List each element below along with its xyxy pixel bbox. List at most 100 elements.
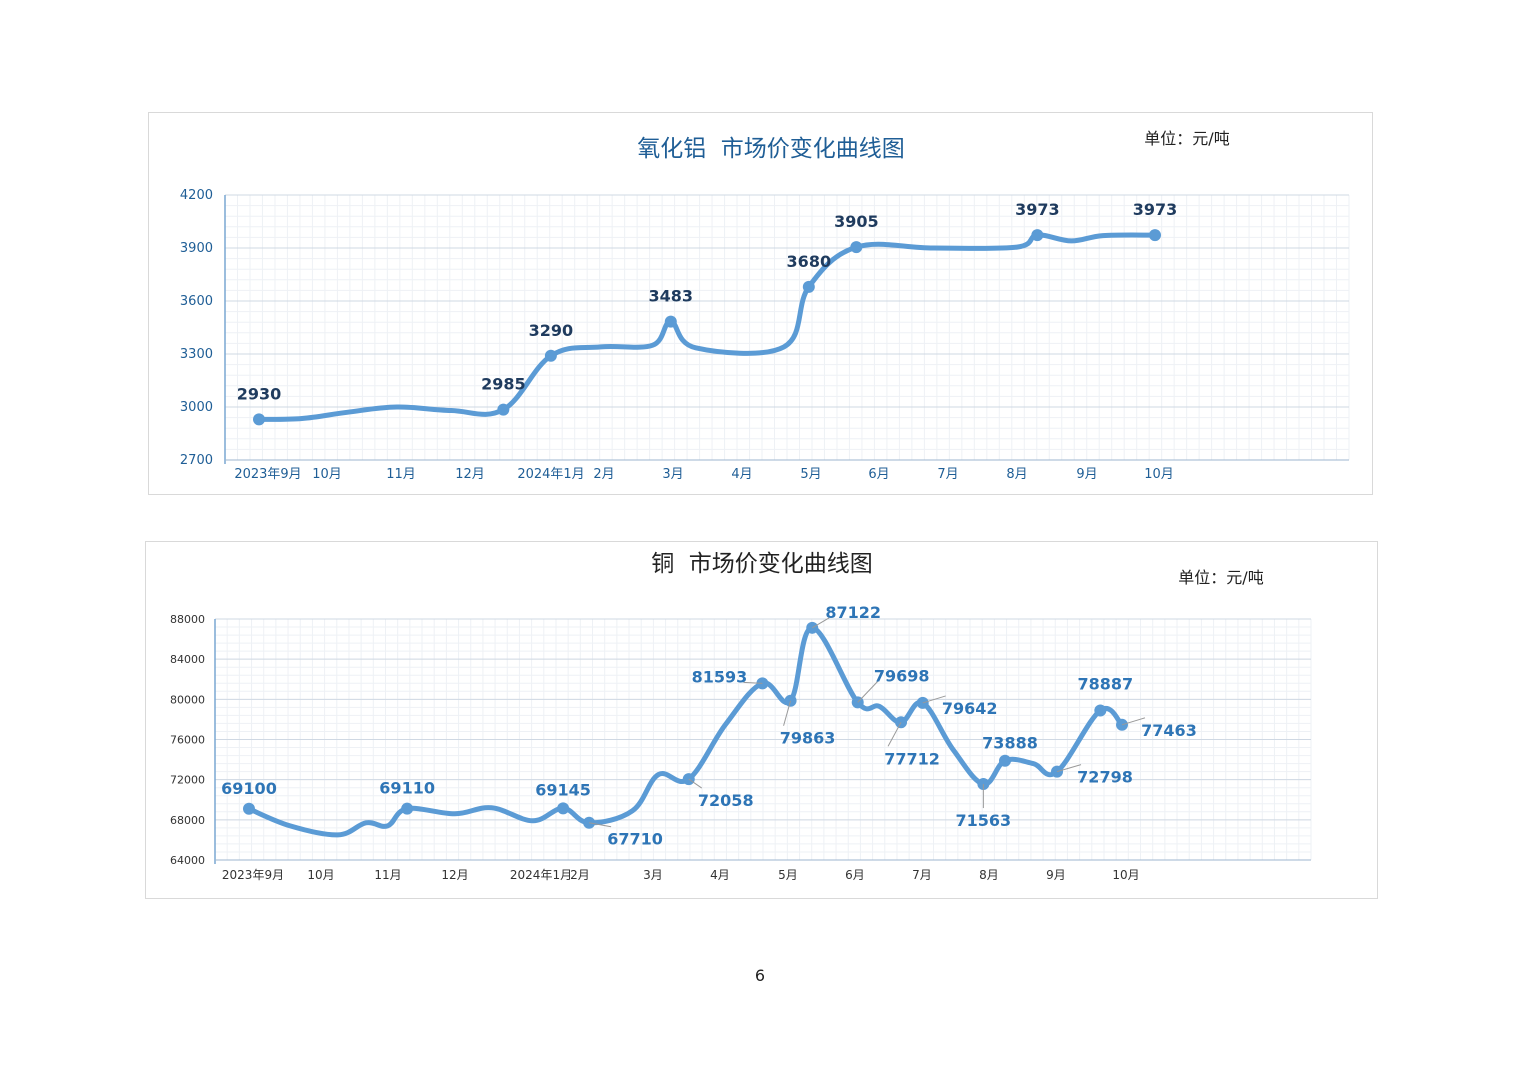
leader-line — [1056, 764, 1082, 773]
data-point — [544, 349, 557, 362]
data-label: 79698 — [874, 666, 930, 685]
data-label: 73888 — [982, 734, 1038, 753]
data-label: 69100 — [221, 779, 277, 798]
data-label: 3973 — [1015, 200, 1060, 219]
x-tick-label: 2023年9月 — [234, 467, 301, 482]
data-label: 77463 — [1141, 721, 1197, 740]
data-label: 69145 — [535, 780, 591, 799]
data-point — [401, 802, 414, 815]
x-tick-label: 9月 — [1076, 467, 1097, 482]
leader-line — [688, 778, 703, 789]
data-point — [756, 677, 769, 690]
data-point — [664, 315, 677, 328]
y-tick-label: 68000 — [170, 814, 205, 827]
x-tick-label: 4月 — [731, 467, 752, 482]
leader-line — [857, 681, 879, 703]
data-point — [850, 241, 863, 254]
x-tick-label: 11月 — [374, 868, 401, 882]
data-point — [1149, 229, 1161, 242]
data-label: 3680 — [787, 252, 832, 271]
data-label: 81593 — [692, 667, 748, 686]
x-tick-label: 5月 — [778, 868, 798, 882]
data-point — [253, 413, 265, 426]
data-label: 3973 — [1133, 200, 1178, 219]
data-label: 87122 — [825, 603, 881, 622]
x-tick-label: 2024年1月 — [517, 467, 584, 482]
y-tick-label: 76000 — [170, 734, 205, 747]
y-tick-label: 88000 — [170, 613, 205, 626]
copper-unit-label: 单位：元/吨 — [1178, 568, 1263, 587]
alumina-series-line — [256, 232, 1158, 422]
x-tick-label: 12月 — [441, 868, 468, 882]
data-label: 69110 — [379, 779, 435, 798]
data-point — [806, 621, 819, 634]
leader-line — [1121, 717, 1146, 726]
copper-chart-title: 铜 市场价变化曲线图 — [651, 551, 873, 577]
data-label: 79863 — [780, 729, 836, 748]
x-tick-label: 2月 — [570, 868, 590, 882]
data-label: 3290 — [529, 321, 574, 340]
data-point — [557, 802, 570, 815]
data-point — [1094, 704, 1107, 717]
alumina-chart-title: 氧化铝 市场价变化曲线图 — [637, 136, 905, 162]
y-tick-label: 4200 — [180, 188, 213, 203]
data-label: 3483 — [649, 287, 694, 306]
x-tick-label: 9月 — [1046, 868, 1066, 882]
x-tick-label: 8月 — [1006, 467, 1027, 482]
x-tick-label: 10月 — [312, 467, 342, 482]
x-tick-label: 10月 — [1112, 868, 1139, 882]
alumina-unit-label: 单位：元/吨 — [1144, 129, 1229, 148]
x-tick-label: 6月 — [868, 467, 889, 482]
data-point — [895, 716, 908, 729]
leader-line — [922, 695, 946, 704]
x-tick-label: 2月 — [593, 467, 614, 482]
alumina-price-chart: 4200 3900 3600 3300 3000 2700 2023年9月 10月 11月 12月… — [148, 112, 1373, 495]
data-label: 2985 — [481, 375, 526, 394]
data-label: 79642 — [942, 699, 998, 718]
leader-line — [743, 681, 763, 684]
y-tick-label: 3300 — [180, 347, 213, 362]
copper-chart-svg: 88000 84000 80000 76000 72000 68000 64000 2023年… — [170, 551, 1312, 882]
page-number: 6 — [754, 966, 766, 985]
data-label: 78887 — [1078, 675, 1134, 694]
data-point — [682, 773, 695, 786]
x-tick-label: 4月 — [710, 868, 730, 882]
data-label: 72058 — [698, 791, 754, 810]
data-label: 3905 — [834, 212, 879, 231]
y-tick-label: 3900 — [180, 241, 213, 256]
data-label: 77712 — [884, 749, 940, 768]
x-tick-label: 11月 — [386, 467, 416, 482]
leader-line — [887, 722, 902, 747]
data-point — [999, 754, 1012, 767]
y-tick-label: 3600 — [180, 294, 213, 309]
data-label: 2930 — [237, 384, 282, 403]
leader-line — [589, 822, 612, 828]
x-tick-label: 7月 — [937, 467, 958, 482]
y-tick-label: 3000 — [180, 400, 213, 415]
x-tick-label: 5月 — [800, 467, 821, 482]
x-tick-label: 3月 — [643, 868, 663, 882]
leader-line — [783, 700, 792, 726]
alumina-minor-grid — [224, 194, 1350, 461]
data-point — [497, 403, 510, 416]
y-tick-label: 64000 — [170, 854, 205, 867]
y-tick-label: 72000 — [170, 774, 205, 787]
data-label: 67710 — [607, 830, 663, 849]
copper-price-chart: 88000 84000 80000 76000 72000 68000 64000 2023年… — [145, 541, 1378, 899]
x-tick-label: 7月 — [912, 868, 932, 882]
data-point — [243, 802, 255, 815]
y-tick-label: 84000 — [170, 653, 205, 666]
y-tick-label: 80000 — [170, 693, 205, 706]
data-label: 72798 — [1077, 768, 1133, 787]
x-tick-label: 10月 — [307, 868, 334, 882]
x-tick-label: 2024年1月 — [510, 868, 572, 882]
data-label: 71563 — [956, 811, 1012, 830]
x-tick-label: 3月 — [662, 467, 683, 482]
alumina-chart-svg: 4200 3900 3600 3300 3000 2700 2023年9月 10月 11月 12月… — [180, 129, 1350, 482]
x-tick-label: 8月 — [979, 868, 999, 882]
y-tick-label: 2700 — [180, 453, 213, 468]
x-tick-label: 2023年9月 — [222, 868, 284, 882]
x-tick-label: 12月 — [455, 467, 485, 482]
leader-line — [811, 617, 830, 629]
x-tick-label: 10月 — [1144, 467, 1174, 482]
